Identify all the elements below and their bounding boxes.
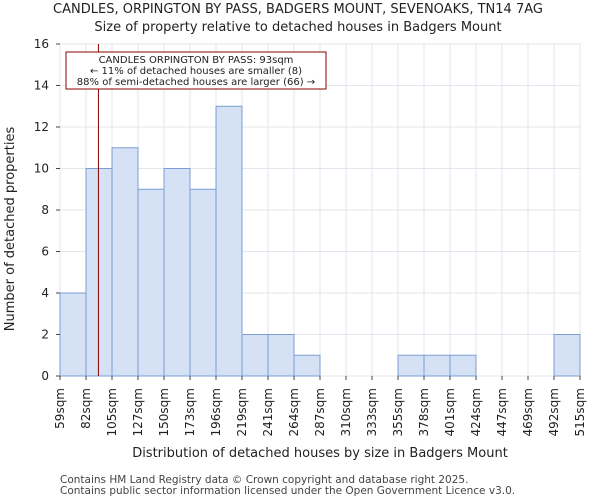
footer-line-2: Contains public sector information licen…: [60, 485, 516, 497]
y-tick-label: 8: [41, 203, 49, 217]
histogram-bar: [241, 334, 269, 377]
chart-title: CANDLES, ORPINGTON BY PASS, BADGERS MOUN…: [53, 2, 543, 17]
x-tick-label: 241sqm: [261, 388, 275, 436]
y-tick-label: 10: [34, 162, 49, 176]
footer-line-1: Contains HM Land Registry data © Crown c…: [60, 474, 469, 486]
x-tick-label: 287sqm: [313, 388, 327, 436]
x-tick-label: 310sqm: [339, 388, 353, 436]
bars: [59, 105, 581, 377]
y-axis: 0 2 4 6 8 10 12 14 16: [34, 37, 60, 383]
x-tick-label: 401sqm: [443, 388, 457, 436]
x-axis: 59sqm 82sqm 105sqm 127sqm 150sqm 173sqm 196sqm…: [53, 376, 587, 436]
y-tick-label: 4: [41, 286, 49, 300]
y-tick-label: 14: [34, 79, 49, 93]
histogram-bar: [189, 188, 217, 377]
histogram-bar: [163, 168, 191, 377]
annotation-frame: [65, 51, 327, 90]
y-tick-label: 16: [34, 37, 49, 51]
x-tick-label: 469sqm: [521, 388, 535, 436]
histogram-bar: [267, 334, 295, 377]
x-tick-label: 447sqm: [495, 388, 509, 436]
x-tick-label: 105sqm: [105, 388, 119, 436]
histogram-bar: [293, 354, 321, 377]
x-tick-label: 264sqm: [287, 388, 301, 436]
chart-subtitle: Size of property relative to detached ho…: [94, 20, 501, 35]
histogram-bar: [553, 334, 581, 377]
histogram-bar: [423, 354, 451, 377]
x-tick-label: 492sqm: [547, 388, 561, 436]
annotation-line-3: 88% of semi-detached houses are larger (…: [77, 77, 315, 88]
x-tick-label: 127sqm: [131, 388, 145, 436]
x-tick-label: 515sqm: [573, 388, 587, 436]
histogram-bar: [215, 105, 243, 377]
x-tick-label: 424sqm: [469, 388, 483, 436]
x-tick-label: 82sqm: [79, 388, 93, 429]
x-axis-label: Distribution of detached houses by size …: [132, 446, 508, 461]
x-tick-label: 378sqm: [417, 388, 431, 436]
x-tick-label: 219sqm: [235, 388, 249, 436]
y-tick-label: 0: [41, 369, 49, 383]
annotation-box: CANDLES ORPINGTON BY PASS: 93sqm ← 11% o…: [65, 51, 327, 90]
x-tick-label: 355sqm: [391, 388, 405, 436]
histogram-bar: [85, 168, 113, 377]
histogram-bar: [59, 292, 87, 377]
histogram-bar: [449, 354, 477, 377]
y-tick-label: 6: [41, 245, 49, 259]
x-tick-label: 150sqm: [157, 388, 171, 436]
y-tick-label: 12: [34, 120, 49, 134]
y-tick-label: 2: [41, 328, 49, 342]
x-tick-label: 173sqm: [183, 388, 197, 436]
annotation-line-1: CANDLES ORPINGTON BY PASS: 93sqm: [99, 55, 294, 66]
histogram-bar: [137, 188, 165, 377]
histogram-bar: [111, 147, 139, 377]
x-tick-label: 333sqm: [365, 388, 379, 436]
x-tick-label: 196sqm: [209, 388, 223, 436]
histogram-bar: [397, 354, 425, 377]
y-axis-label: Number of detached properties: [3, 127, 18, 332]
x-tick-label: 59sqm: [53, 388, 67, 429]
annotation-line-2: ← 11% of detached houses are smaller (8): [90, 66, 302, 77]
